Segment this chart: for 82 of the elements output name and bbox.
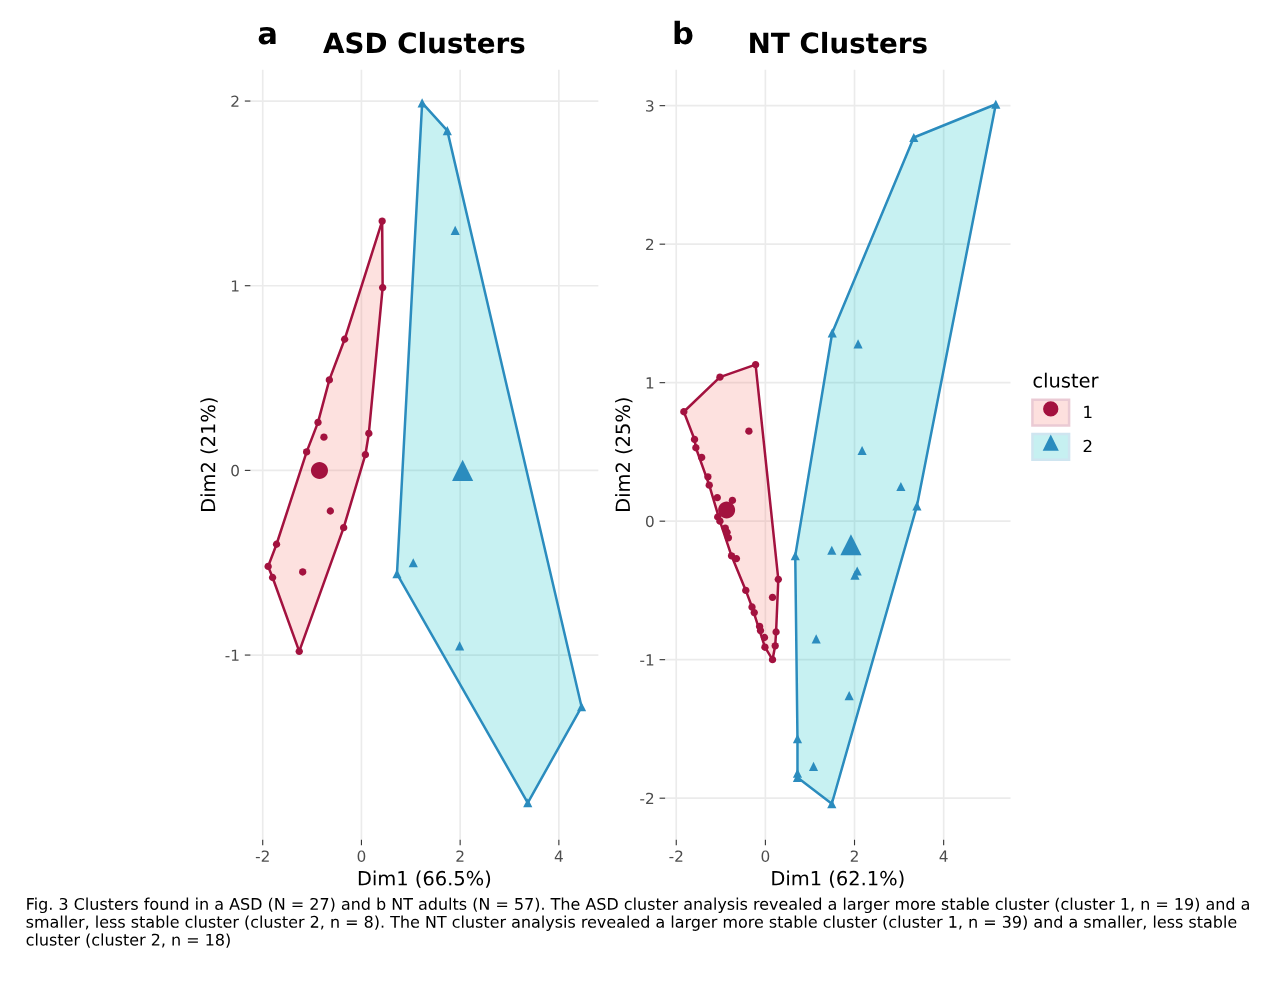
x-axis-title: Dim1 (62.1%) [772,870,904,888]
y-tick-label: 2 [646,238,654,250]
point [768,656,777,664]
point [365,429,373,438]
point [295,647,303,656]
point [442,126,452,136]
text: b [674,20,693,45]
point [724,534,733,542]
point [853,339,863,349]
point [705,481,713,489]
point [850,570,860,580]
point [912,501,922,511]
legend-label: 2 [1083,439,1092,453]
point [340,335,349,343]
caption: Fig. 3 Clusters found in a ASD (N = 27) and b NT adults (N = 57). The ASD cluster analysis revealed a larger more stable cluster (cluster 1, n = 19) and a smaller, less stable cluster (cluster 2, n = 8). The NT cluster analysis revealed a larger more stable cluster (cluster 1, n = 39) and a smaller, less stable cluster (cluster 2, n = 18) [26,897,1249,948]
point [339,523,348,532]
y-tick-label: 0 [645,515,654,528]
point [378,283,387,292]
point [361,451,370,459]
point [751,360,760,369]
point [272,540,281,548]
x-tick-label: 2 [850,850,858,862]
x-tick-label: 4 [939,850,948,862]
point [742,586,750,595]
point [991,99,1001,109]
point [378,217,386,225]
point [314,418,322,427]
point [745,427,753,435]
point [909,132,919,143]
x-tick-label: -2 [255,850,269,862]
point [792,734,803,744]
chart-title: ASD Clusters [323,31,525,54]
point [768,593,777,602]
point [713,493,721,502]
y-tick-label: 1 [646,377,654,389]
x-tick-label: 2 [456,850,464,862]
y-axis-title: Dim2 (25%) [615,398,633,511]
point [320,433,328,441]
y-tick-label: 3 [646,100,654,112]
point [750,608,758,617]
x-tick-label: 4 [554,850,563,862]
point [576,702,587,712]
point [264,562,272,571]
legend-label: 1 [1084,405,1092,419]
point [302,448,311,456]
point [857,445,867,456]
x-tick-label: 0 [761,850,770,862]
point [761,643,769,651]
point [450,225,460,235]
legend-title: cluster [1033,372,1099,388]
point [299,568,307,576]
y-tick-label: 0 [231,464,239,477]
y-tick-label: -1 [225,649,239,661]
y-tick-label: 2 [231,95,239,107]
y-axis-title: Dim2 (21%) [200,398,218,511]
point [827,545,837,555]
point [680,408,688,416]
point [692,444,700,452]
chart-title: NT Clusters [750,31,927,54]
point [760,633,769,642]
point [728,496,737,505]
text: a [258,26,276,45]
point [697,453,706,462]
point [896,481,906,492]
point [771,642,779,650]
point [716,373,724,381]
point [808,761,819,771]
point [268,573,277,582]
y-tick-label: -2 [640,792,654,804]
point [772,628,780,636]
y-tick-label: 1 [231,280,239,292]
x-axis-title: Dim1 (66.5%) [358,870,491,888]
x-tick-label: 0 [357,850,366,862]
point [690,435,699,444]
point [774,575,782,584]
point [325,376,334,384]
point [326,507,335,515]
point [704,473,712,481]
x-tick-label: -2 [669,850,683,862]
point [716,517,724,525]
point [844,691,854,701]
y-tick-label: -1 [640,654,654,666]
